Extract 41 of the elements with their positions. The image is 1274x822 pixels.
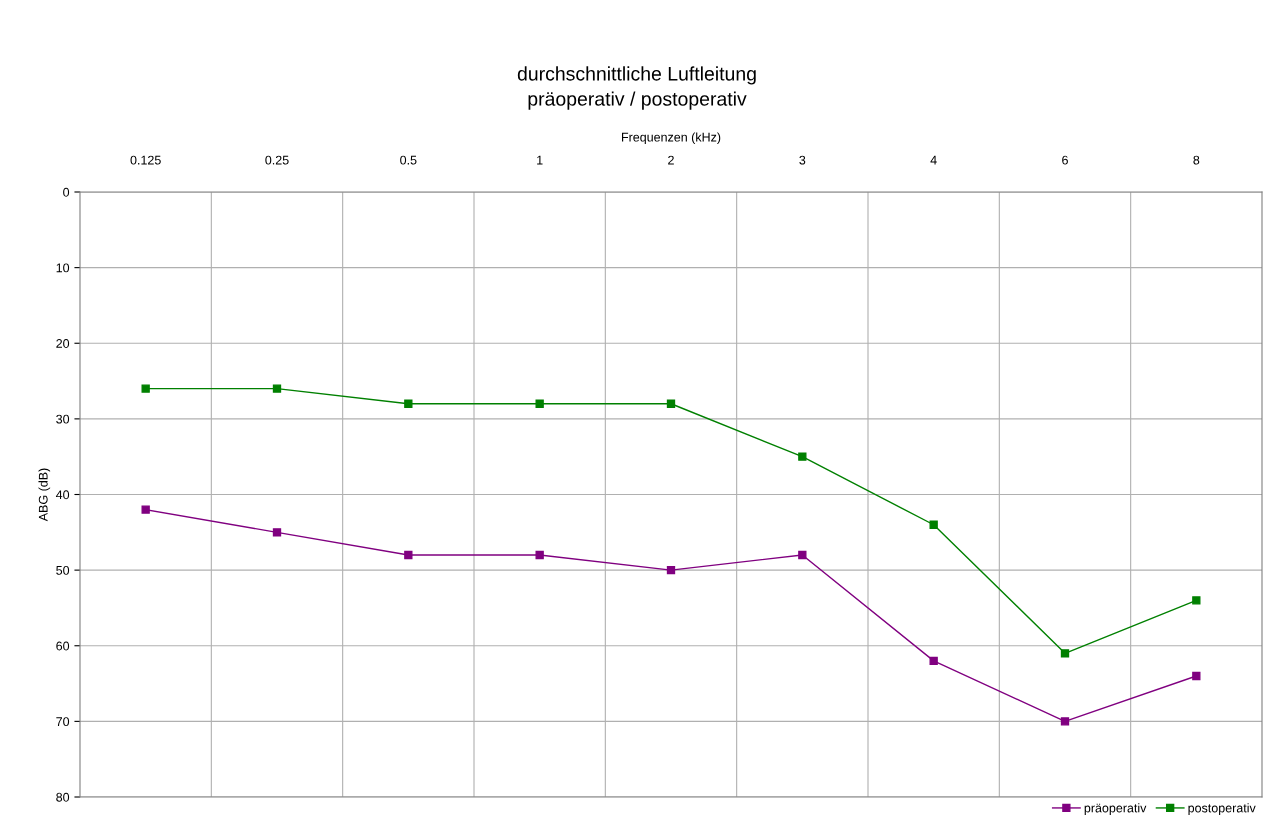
x-tick-label: 0.5 bbox=[400, 155, 417, 165]
y-tick-label: 80 bbox=[56, 792, 70, 802]
x-axis-title: Frequenzen (kHz) bbox=[622, 132, 721, 145]
point bbox=[1060, 717, 1070, 726]
point bbox=[798, 452, 807, 461]
y-tick-label: 0 bbox=[63, 187, 70, 197]
point bbox=[1060, 649, 1070, 658]
point bbox=[1192, 671, 1201, 681]
point bbox=[141, 384, 150, 393]
point bbox=[535, 399, 544, 408]
point bbox=[404, 399, 413, 408]
point bbox=[666, 399, 676, 408]
point bbox=[272, 528, 282, 537]
point bbox=[535, 550, 544, 560]
point bbox=[404, 550, 413, 560]
y-tick-label: 30 bbox=[56, 414, 70, 424]
x-tick-label: 1 bbox=[537, 155, 543, 165]
y-tick-label: 20 bbox=[56, 339, 70, 348]
legend-label: präoperativ bbox=[1084, 803, 1147, 815]
x-tick-label: 3 bbox=[799, 155, 806, 165]
y-tick-label: 50 bbox=[56, 565, 70, 575]
x-tick-label: 8 bbox=[1193, 155, 1200, 165]
x-tick-label: 6 bbox=[1062, 155, 1068, 165]
x-tick-label: 2 bbox=[668, 155, 674, 165]
point bbox=[1192, 596, 1201, 605]
point bbox=[929, 656, 938, 666]
chart-title: durchschnittliche Luftleitung präoperativ / postoperativ bbox=[517, 66, 756, 110]
point bbox=[666, 565, 676, 575]
y-tick-label: 70 bbox=[56, 717, 70, 727]
y-tick-label: 60 bbox=[56, 641, 70, 651]
x-tick-label: 0.25 bbox=[265, 155, 289, 165]
y-tick-label: 10 bbox=[56, 263, 70, 273]
y-tick-label: 40 bbox=[55, 490, 70, 500]
legend-label: postoperativ bbox=[1188, 803, 1256, 815]
point bbox=[929, 520, 938, 529]
x-tick-label: 4 bbox=[930, 155, 937, 165]
point bbox=[798, 550, 807, 560]
x-tick-label: 0.125 bbox=[130, 155, 161, 165]
point bbox=[272, 384, 282, 393]
point bbox=[141, 505, 150, 514]
y-axis-title: ABG (dB) bbox=[38, 468, 51, 522]
